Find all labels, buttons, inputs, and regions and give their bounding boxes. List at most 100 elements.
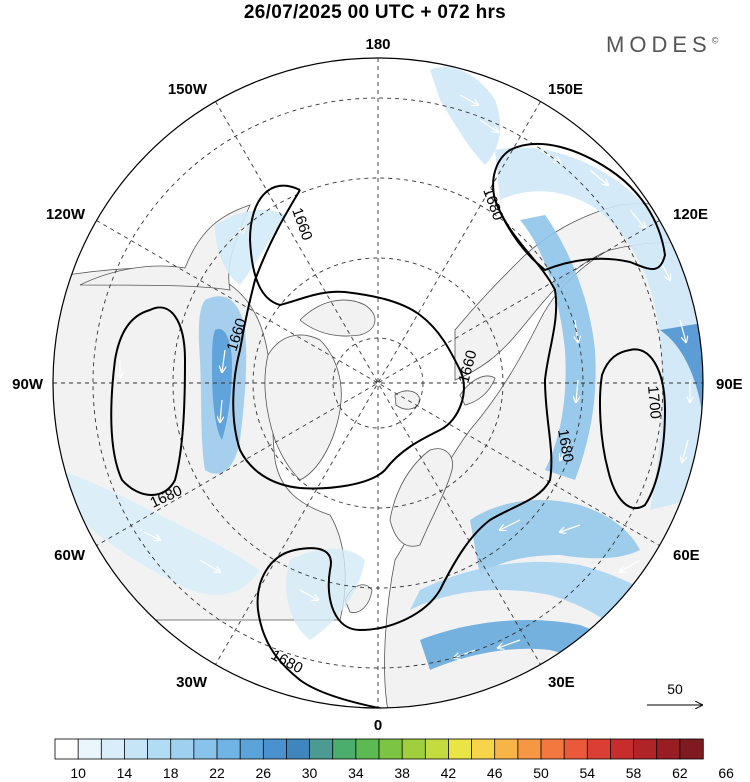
scandinavia-land bbox=[389, 448, 453, 547]
jet-siberia bbox=[495, 147, 703, 510]
contour-label: 1700 bbox=[644, 385, 664, 420]
wind-vector bbox=[629, 209, 645, 228]
colorbar-swatch bbox=[633, 738, 658, 760]
wind-vector bbox=[459, 94, 478, 105]
map-title: 26/07/2025 00 UTC + 072 hrs bbox=[243, 2, 507, 23]
colorbar-tick-label: 22 bbox=[209, 765, 225, 781]
colorbar-swatch bbox=[216, 738, 241, 760]
colorbar-swatch bbox=[378, 738, 403, 760]
wind-vector bbox=[299, 589, 318, 600]
contour-label: 1680 bbox=[554, 428, 577, 464]
contour-1680-jet bbox=[256, 199, 558, 708]
colorbar: 10141822263034384246505458626670 bbox=[54, 738, 734, 781]
greenland-land bbox=[264, 334, 342, 481]
brand-mark: © bbox=[711, 35, 719, 46]
colorbar-tick-label: 58 bbox=[626, 765, 642, 781]
colorbar-swatch bbox=[309, 738, 334, 760]
lon-label-150w: 150W bbox=[168, 81, 208, 98]
wind-vector bbox=[479, 119, 498, 132]
colorbar-swatch bbox=[77, 738, 102, 760]
wind-vector bbox=[640, 599, 661, 614]
colorbar-swatch bbox=[540, 738, 565, 760]
contour-1680-canada bbox=[110, 306, 187, 496]
colorbar-tick-label: 54 bbox=[580, 765, 596, 781]
lon-label-90e: 90E bbox=[716, 376, 743, 393]
colorbar-tick-label: 50 bbox=[533, 765, 549, 781]
brand-name: MODES bbox=[606, 32, 712, 57]
colorbar-swatch bbox=[448, 738, 473, 760]
colorbar-swatch bbox=[147, 738, 172, 760]
height-contours bbox=[110, 142, 667, 708]
wind-vector bbox=[589, 169, 608, 185]
lon-label-150e: 150E bbox=[548, 81, 583, 98]
brand-logo: MODES© bbox=[606, 32, 718, 58]
wind-vector bbox=[222, 349, 225, 372]
colorbar-swatch bbox=[494, 738, 519, 760]
colorbar-swatch bbox=[355, 738, 380, 760]
colorbar-swatch bbox=[424, 738, 450, 760]
colorbar-tick-label: 10 bbox=[70, 765, 86, 781]
colorbar-swatch bbox=[332, 738, 357, 760]
colorbar-tick-label: 34 bbox=[348, 765, 364, 781]
colorbar-swatch bbox=[471, 738, 496, 760]
colorbar-swatch bbox=[262, 738, 288, 760]
wind-vector bbox=[598, 639, 621, 652]
lon-label-120w: 120W bbox=[46, 206, 86, 223]
reference-vector-label: 50 bbox=[667, 681, 683, 697]
colorbar-swatch bbox=[54, 738, 79, 760]
colorbar-tick-label: 30 bbox=[302, 765, 318, 781]
longitude-labels: 180 0 90W 90E 150W 120W 150E 120E 60W 30… bbox=[12, 36, 743, 734]
wind-vector bbox=[539, 149, 560, 162]
alaska-land bbox=[79, 204, 251, 291]
wind-vector bbox=[682, 439, 689, 462]
colorbar-tick-label: 46 bbox=[487, 765, 503, 781]
wind-vector bbox=[500, 519, 521, 530]
wind-vector bbox=[560, 524, 581, 532]
wind-vector bbox=[199, 559, 220, 572]
contour-1700 bbox=[599, 348, 667, 510]
wind-vector bbox=[498, 639, 521, 648]
map-disk bbox=[53, 58, 703, 708]
colorbar-tick-label: 26 bbox=[256, 765, 272, 781]
lon-label-30e: 30E bbox=[548, 674, 575, 691]
jet-canada bbox=[60, 470, 260, 595]
colorbar-swatch bbox=[610, 738, 635, 760]
wind-vector bbox=[454, 649, 476, 658]
lon-label-60w: 60W bbox=[54, 547, 86, 564]
map-boundary bbox=[52, 57, 704, 709]
lon-label-90w: 90W bbox=[12, 376, 44, 393]
wind-vector bbox=[576, 379, 578, 402]
colorbar-swatch bbox=[193, 738, 218, 760]
arctic-islands bbox=[299, 299, 376, 337]
lon-label-30w: 30W bbox=[176, 674, 208, 691]
wind-vector bbox=[560, 439, 571, 460]
jet-east-core bbox=[520, 215, 596, 480]
colorbar-tick-label: 66 bbox=[718, 765, 734, 781]
colorbar-swatch bbox=[563, 738, 588, 760]
jet-north-atlantic bbox=[286, 548, 365, 640]
colorbar-swatch bbox=[679, 738, 704, 760]
jet-greenland-core bbox=[212, 329, 232, 440]
wind-vector bbox=[139, 529, 160, 540]
colorbar-tick-label: 42 bbox=[441, 765, 457, 781]
colorbar-tick-label: 18 bbox=[163, 765, 179, 781]
colorbar-swatch bbox=[656, 738, 681, 760]
colorbar-swatch bbox=[100, 738, 126, 760]
colorbar-swatch bbox=[124, 738, 149, 760]
lon-label-120e: 120E bbox=[673, 206, 708, 223]
colorbar-swatch bbox=[586, 738, 612, 760]
colorbar-swatch bbox=[401, 738, 426, 760]
colorbar-tick-label: 38 bbox=[394, 765, 410, 781]
lon-label-180: 180 bbox=[365, 36, 390, 53]
contour-1660-polar bbox=[232, 184, 465, 490]
colorbar-tick-label: 14 bbox=[117, 765, 133, 781]
wind-vector bbox=[220, 399, 222, 422]
reference-vector: 50 bbox=[647, 681, 702, 705]
jet-europe bbox=[470, 500, 640, 575]
colorbar-swatch bbox=[517, 738, 542, 760]
colorbar-swatch bbox=[286, 738, 311, 760]
lon-label-0: 0 bbox=[374, 717, 382, 734]
wind-vector bbox=[620, 559, 641, 572]
lon-label-60e: 60E bbox=[673, 547, 700, 564]
